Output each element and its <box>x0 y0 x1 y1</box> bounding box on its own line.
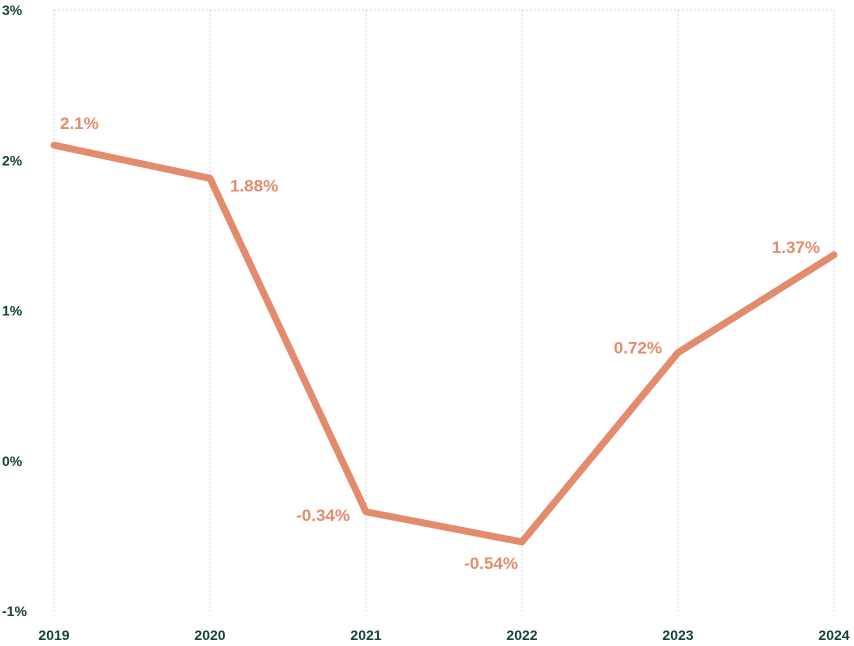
x-tick-label: 2024 <box>818 627 849 643</box>
data-label: -0.54% <box>464 554 518 573</box>
data-label: 2.1% <box>60 114 99 133</box>
series-line-group <box>50 141 838 546</box>
data-label: 0.72% <box>614 339 662 358</box>
y-tick-label: 2% <box>2 152 23 168</box>
x-tick-label: 2022 <box>506 627 537 643</box>
y-axis-tick-labels: 3% 2% 1% 0% -1% <box>2 2 27 619</box>
grid-lines <box>53 9 835 611</box>
x-tick-label: 2023 <box>662 627 693 643</box>
x-axis-tick-labels: 2019 2020 2021 2022 2023 2024 <box>38 627 849 643</box>
series-line <box>50 141 838 546</box>
y-tick-label: 0% <box>2 453 23 469</box>
x-tick-label: 2020 <box>194 627 225 643</box>
y-tick-label: -1% <box>2 603 27 619</box>
x-tick-label: 2019 <box>38 627 69 643</box>
x-tick-label: 2021 <box>350 627 381 643</box>
data-label: -0.34% <box>296 506 350 525</box>
y-tick-label: 3% <box>2 2 23 18</box>
y-tick-label: 1% <box>2 303 23 319</box>
data-labels: 2.1% 1.88% -0.34% -0.54% 0.72% 1.37% <box>60 114 820 573</box>
data-label: 1.37% <box>772 238 820 257</box>
data-label: 1.88% <box>230 176 278 195</box>
